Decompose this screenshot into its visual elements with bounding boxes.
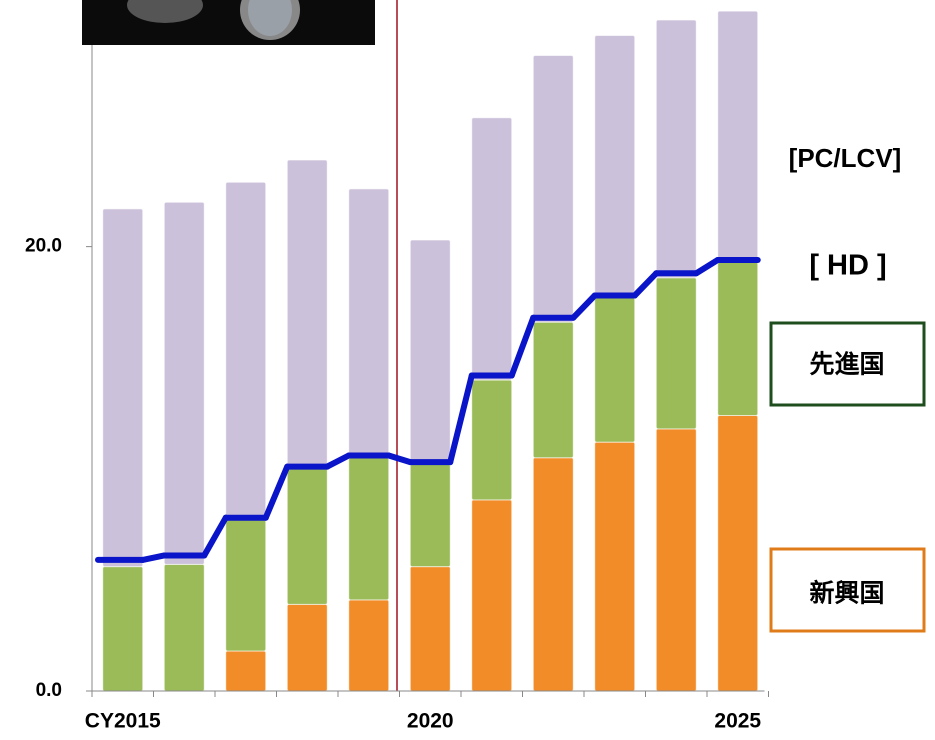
bar-segment	[471, 117, 513, 381]
x-tick-label: 2025	[714, 710, 761, 733]
bar-segment	[532, 321, 574, 459]
bar-segment	[348, 457, 390, 601]
bar-segment	[348, 599, 390, 692]
step-connector	[508, 314, 537, 379]
step-connector	[262, 463, 291, 521]
bar-segment	[286, 466, 328, 605]
y-tick-label: 0.0	[36, 680, 62, 701]
bar-segment	[225, 519, 267, 652]
bar-segment	[225, 650, 267, 692]
bar-segment	[717, 414, 759, 692]
bar-segment	[225, 181, 267, 521]
bar-segment	[102, 566, 144, 692]
bar-segment	[655, 19, 697, 279]
bar-segment	[348, 188, 390, 459]
bar-segment	[594, 297, 636, 443]
bar-segment	[471, 499, 513, 692]
bar-segment	[594, 441, 636, 692]
legend-box	[769, 547, 926, 633]
step-connector	[631, 270, 660, 299]
bar-segment	[286, 159, 328, 468]
x-tick-label: CY2015	[85, 710, 161, 733]
step-connector	[385, 452, 414, 466]
bar-segment	[594, 35, 636, 299]
step-connector	[570, 292, 598, 321]
bar-segment	[471, 379, 513, 501]
y-tick-label: 20.0	[25, 236, 62, 257]
bar-segment	[655, 428, 697, 692]
bar-segment	[532, 457, 574, 692]
bar-segment	[717, 261, 759, 416]
legend-label: [PC/LCV]	[789, 143, 902, 173]
x-tick-label: 2020	[407, 710, 454, 733]
step-connector	[139, 552, 168, 563]
bar-segment	[163, 201, 205, 565]
bar-segment	[717, 10, 759, 263]
step-connector	[447, 372, 475, 466]
photo	[82, 0, 375, 45]
bar-segment	[102, 208, 144, 568]
bar-segment	[409, 566, 451, 692]
legend-label: 先進国	[809, 351, 884, 379]
legend-label: 新興国	[809, 579, 884, 608]
step-connector	[693, 256, 721, 277]
step-connector	[201, 514, 229, 559]
bar-segment	[655, 277, 697, 430]
legend-label: [ HD ]	[809, 250, 886, 282]
bar-segment	[409, 463, 451, 568]
legend-box	[769, 321, 926, 407]
bar-segment	[163, 563, 205, 692]
step-connector	[324, 452, 352, 470]
bar-segment	[409, 239, 451, 465]
bar-segment	[532, 55, 574, 323]
bar-segment	[286, 603, 328, 692]
